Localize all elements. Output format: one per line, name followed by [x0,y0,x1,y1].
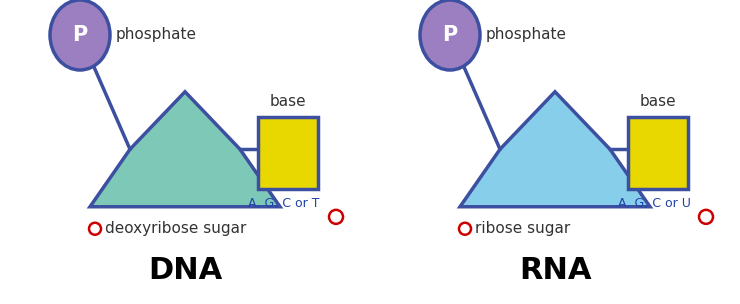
Text: P: P [73,25,87,45]
Text: base: base [269,94,306,109]
Text: deoxyribose sugar: deoxyribose sugar [105,221,246,236]
Polygon shape [460,92,650,207]
Text: RNA: RNA [519,256,591,285]
Text: base: base [639,94,676,109]
Text: ribose sugar: ribose sugar [475,221,571,236]
Text: P: P [443,25,457,45]
Bar [628,117,688,189]
Bar [258,117,318,189]
Text: A, G, C or U: A, G, C or U [618,197,690,210]
Text: phosphate: phosphate [486,27,567,43]
Text: phosphate: phosphate [116,27,197,43]
Ellipse shape [420,0,480,70]
Text: DNA: DNA [148,256,222,285]
Text: A, G, C or T: A, G, C or T [248,197,320,210]
Polygon shape [90,92,280,207]
Ellipse shape [50,0,110,70]
